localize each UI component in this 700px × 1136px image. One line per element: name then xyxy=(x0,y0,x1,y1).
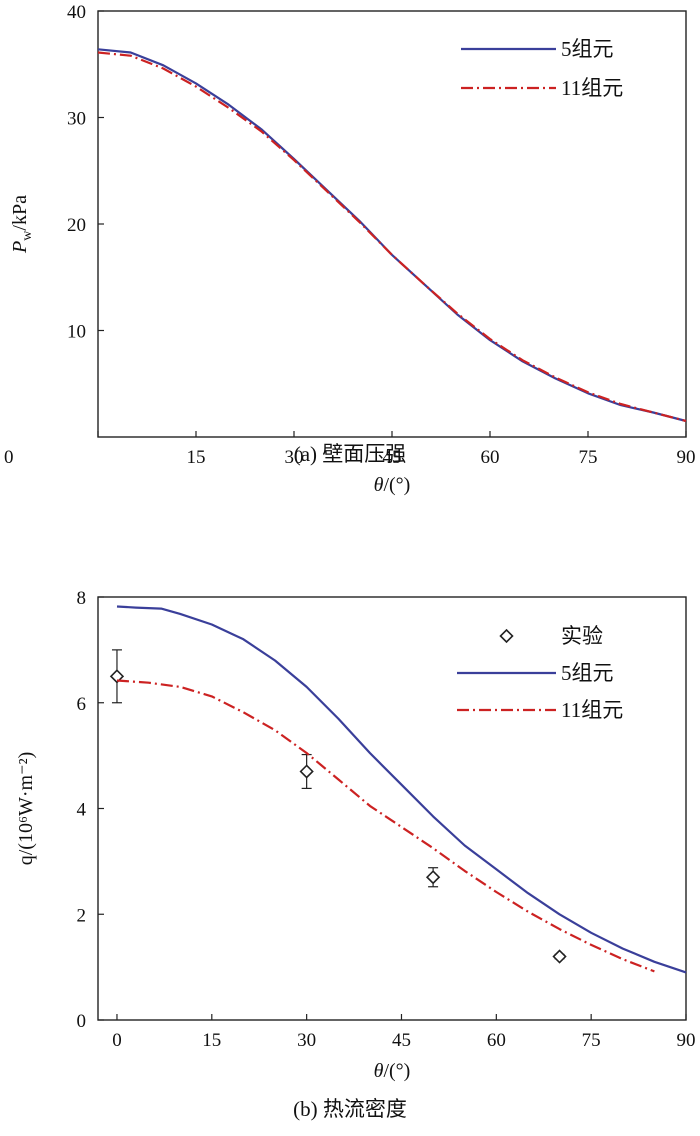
x-axis-label: θ/(°) xyxy=(374,1060,411,1082)
legend-label: 11组元 xyxy=(561,76,623,100)
legend-label: 实验 xyxy=(561,624,603,648)
x-tick-label: 45 xyxy=(383,447,402,468)
data-point xyxy=(109,669,125,684)
legend-label: 5组元 xyxy=(561,37,614,61)
x-tick-label: 15 xyxy=(202,1030,221,1051)
plot-frame xyxy=(97,10,687,438)
x-tick-label: 30 xyxy=(285,447,304,468)
x-axis-label: θ/(°) xyxy=(374,474,411,496)
legend-label: 5组元 xyxy=(561,661,614,685)
data-point xyxy=(425,870,441,885)
y-tick-label: 40 xyxy=(67,2,86,23)
y-tick-label: 6 xyxy=(77,694,87,715)
y-tick-label: 20 xyxy=(67,215,86,236)
y-tick-label: 4 xyxy=(77,800,87,821)
y-tick-label: 30 xyxy=(67,109,86,130)
figure-caption: (a) 壁面压强 xyxy=(294,442,407,466)
x-tick-label: 60 xyxy=(481,447,500,468)
series-line xyxy=(116,605,687,974)
x-tick-label: 0 xyxy=(4,447,14,468)
y-tick-label: 2 xyxy=(77,905,87,926)
x-tick-label: 15 xyxy=(187,447,206,468)
x-tick-label: 60 xyxy=(487,1030,506,1051)
y-axis-label: Pw/kPa xyxy=(9,195,35,254)
x-tick-label: 45 xyxy=(392,1030,411,1051)
series-line xyxy=(116,679,655,973)
x-tick-label: 75 xyxy=(582,1030,601,1051)
figure-caption: (b) 热流密度 xyxy=(293,1097,407,1121)
y-tick-label: 10 xyxy=(67,322,86,343)
data-point xyxy=(552,949,567,964)
x-tick-label: 0 xyxy=(112,1030,122,1051)
series-line xyxy=(97,51,687,423)
x-tick-label: 90 xyxy=(677,1030,696,1051)
x-tick-label: 75 xyxy=(579,447,598,468)
legend-marker xyxy=(499,628,514,644)
data-point xyxy=(299,764,314,779)
y-tick-label: 8 xyxy=(77,588,87,609)
chart-b: 0 15 30 45 60 75 90 0 2 4 6 8 θ/(°) q/(10⁶W·m⁻²) (b) 热… xyxy=(15,588,696,1121)
legend-label: 11组元 xyxy=(561,698,623,722)
series-line xyxy=(97,48,687,423)
y-axis-label: q/(10⁶W·m⁻²) xyxy=(15,752,37,866)
x-tick-label: 30 xyxy=(297,1030,316,1051)
x-tick-label: 90 xyxy=(677,447,696,468)
chart-a: 0 15 30 45 60 75 90 10 20 30 40 θ/(°) Pw/kPa (a) 壁面压强… xyxy=(4,2,696,496)
y-tick-label: 0 xyxy=(77,1011,87,1032)
